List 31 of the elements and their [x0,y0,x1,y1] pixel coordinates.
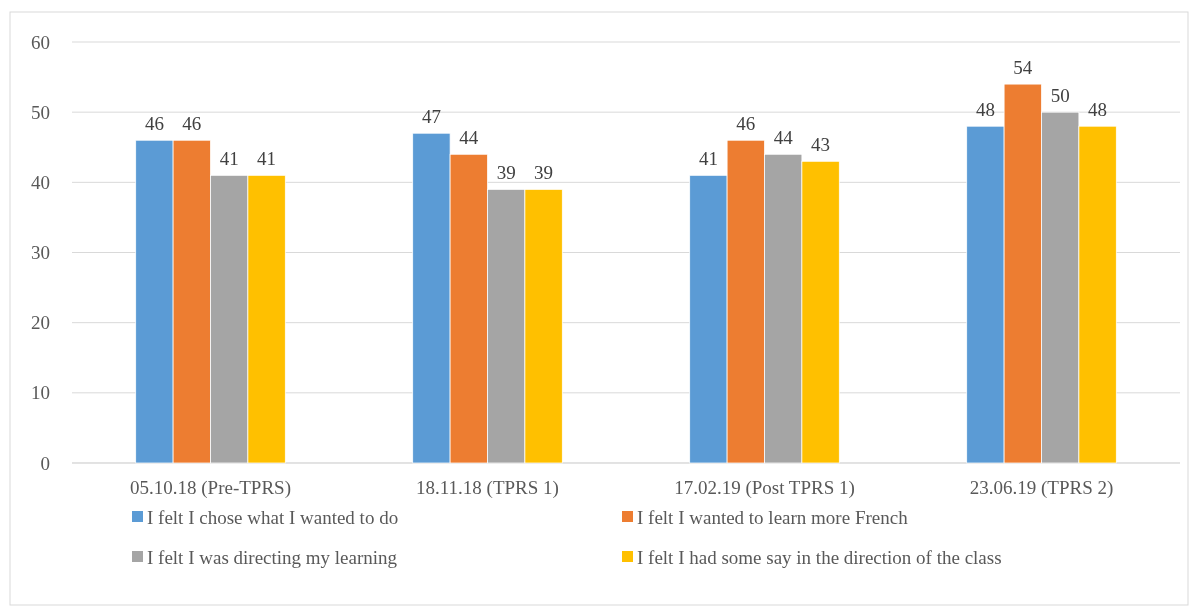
legend-label: I felt I was directing my learning [147,546,398,568]
data-label: 48 [975,99,995,121]
data-label: 44 [773,127,794,149]
data-label: 54 [1013,57,1033,79]
data-label: 48 [1088,99,1108,121]
data-label: 46 [144,113,164,135]
y-tick-label: 0 [40,452,50,474]
x-tick-label: 05.10.18 (Pre-TPRS) [130,477,291,499]
y-tick-label: 40 [31,171,50,193]
data-label: 41 [698,148,718,170]
data-label: 50 [1050,85,1070,107]
y-tick-label: 10 [31,382,50,404]
y-tick-label: 50 [31,101,50,123]
data-label: 46 [736,113,756,135]
y-tick-label: 60 [31,31,50,53]
legend-label: I felt I had some say in the direction of the class [637,546,1002,568]
data-label: 43 [811,134,831,156]
x-tick-label: 18.11.18 (TPRS 1) [416,477,559,499]
x-tick-label: 17.02.19 (Post TPRS 1) [674,477,855,499]
legend-label: I felt I chose what I wanted to do [147,506,399,528]
data-label: 41 [257,148,277,170]
x-tick-label: 23.06.19 (TPRS 2) [969,477,1114,499]
data-label: 41 [219,148,239,170]
data-label: 39 [496,162,516,184]
data-label: 46 [182,113,202,135]
y-tick-label: 20 [31,312,50,334]
data-label: 44 [459,127,479,149]
legend-label: I felt I wanted to learn more French [637,506,909,528]
data-label: 39 [534,162,554,184]
data-label: 47 [421,106,441,128]
y-tick-label: 30 [31,242,50,264]
